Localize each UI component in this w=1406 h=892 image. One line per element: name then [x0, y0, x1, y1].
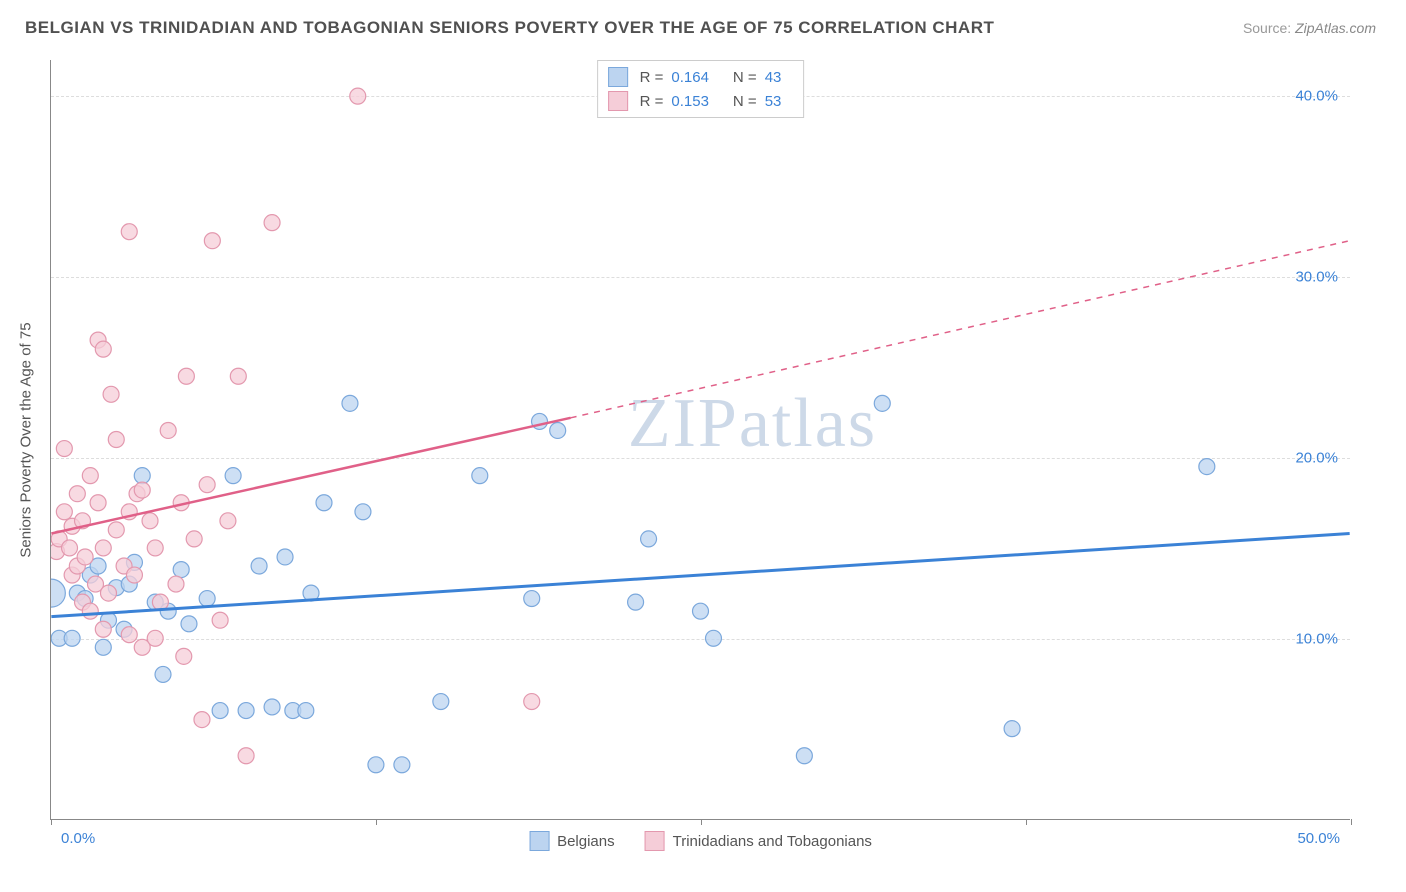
swatch-belgians: [608, 67, 628, 87]
source-label: Source:: [1243, 20, 1291, 36]
x-tick-mark: [701, 819, 702, 825]
legend-label-trinidadians: Trinidadians and Tobagonians: [673, 833, 872, 850]
stat-value-n-trinidadians: 53: [765, 93, 782, 110]
stat-value-r-trinidadians: 0.153: [671, 93, 709, 110]
x-tick-label: 50.0%: [1297, 830, 1340, 847]
y-axis-label: Seniors Poverty Over the Age of 75: [18, 322, 35, 557]
legend-label-belgians: Belgians: [557, 833, 615, 850]
swatch-trinidadians: [608, 91, 628, 111]
legend-row-belgians: R = 0.164 N = 43: [608, 65, 794, 89]
stat-value-r-belgians: 0.164: [671, 69, 709, 86]
x-tick-mark: [1351, 819, 1352, 825]
legend-item-trinidadians: Trinidadians and Tobagonians: [645, 831, 872, 851]
source-value: ZipAtlas.com: [1295, 20, 1376, 36]
stat-label-n: N =: [733, 69, 757, 86]
legend-row-trinidadians: R = 0.153 N = 53: [608, 89, 794, 113]
x-tick-mark: [376, 819, 377, 825]
correlation-legend: R = 0.164 N = 43 R = 0.153 N = 53: [597, 60, 805, 118]
legend-item-belgians: Belgians: [529, 831, 615, 851]
chart-plot-area: Seniors Poverty Over the Age of 75 ZIPat…: [50, 60, 1350, 820]
scatter-svg: [51, 60, 1350, 819]
source-citation: Source: ZipAtlas.com: [1243, 20, 1376, 36]
x-tick-mark: [51, 819, 52, 825]
stat-label-n: N =: [733, 93, 757, 110]
swatch-trinidadians-bottom: [645, 831, 665, 851]
swatch-belgians-bottom: [529, 831, 549, 851]
stat-label-r: R =: [640, 69, 664, 86]
x-tick-label: 0.0%: [61, 830, 95, 847]
x-tick-mark: [1026, 819, 1027, 825]
stat-value-n-belgians: 43: [765, 69, 782, 86]
chart-title: BELGIAN VS TRINIDADIAN AND TOBAGONIAN SE…: [25, 18, 994, 38]
series-legend: Belgians Trinidadians and Tobagonians: [529, 831, 872, 851]
stat-label-r: R =: [640, 93, 664, 110]
